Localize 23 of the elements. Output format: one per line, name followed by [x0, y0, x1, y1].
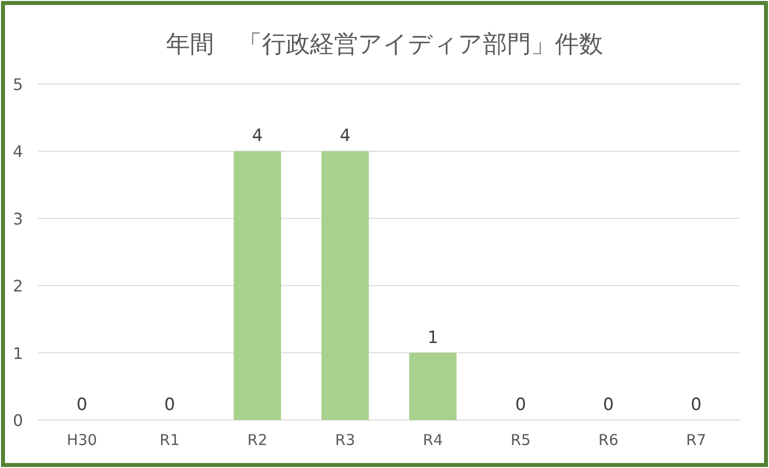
x-tick-label: H30 — [66, 431, 98, 449]
data-label: 0 — [76, 395, 88, 415]
data-label: 0 — [515, 395, 526, 415]
data-label: 4 — [340, 126, 351, 146]
data-label: 0 — [602, 395, 614, 415]
x-tick-label: R3 — [335, 431, 356, 449]
y-tick-label: 4 — [12, 142, 24, 162]
y-tick-label: 3 — [12, 209, 24, 228]
data-label: 0 — [164, 395, 176, 415]
x-tick-label: R7 — [686, 431, 706, 449]
y-tick-label: 5 — [12, 75, 24, 94]
chart-title: 年間 「行政経営アイディア部門」件数 — [166, 30, 603, 58]
x-tick-label: R2 — [247, 431, 268, 449]
data-label: 0 — [690, 395, 702, 415]
x-tick-label: R6 — [598, 431, 618, 449]
x-tick-label: R5 — [510, 431, 531, 449]
x-tick-label: R4 — [422, 431, 443, 449]
data-label: 4 — [252, 126, 263, 146]
y-tick-label: 0 — [12, 411, 24, 430]
data-label: 1 — [427, 328, 438, 348]
x-tick-label: R1 — [160, 431, 180, 449]
y-tick-label: 2 — [12, 276, 24, 296]
y-tick-label: 1 — [12, 344, 24, 363]
